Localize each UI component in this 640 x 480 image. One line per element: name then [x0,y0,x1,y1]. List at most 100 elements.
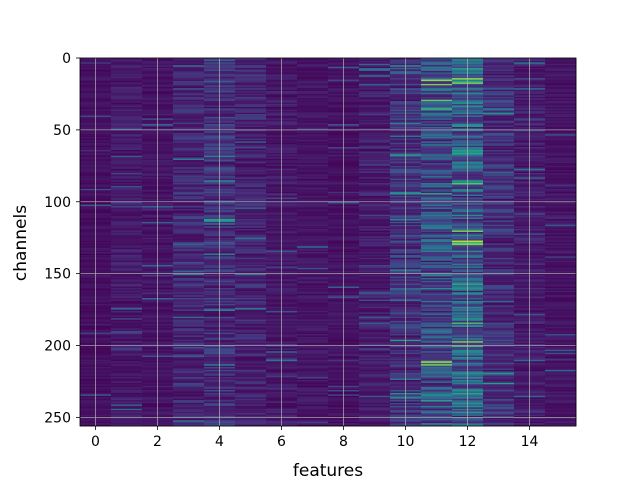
heatmap-cell [173,375,205,378]
heatmap-cell [297,246,329,249]
heatmap-cell [297,116,329,119]
heatmap-cell [173,116,205,119]
heatmap-cell [111,260,143,263]
heatmap-cell [421,155,453,158]
heatmap-cell [483,180,515,182]
heatmap-cell [111,295,143,297]
heatmap-cell [359,60,391,63]
heatmap-cell [483,141,515,144]
heatmap-cell [173,201,205,204]
heatmap-cell [111,354,143,356]
heatmap-cell [545,361,577,364]
heatmap-cell [359,417,391,420]
heatmap-cell [545,424,577,427]
heatmap-cell [235,204,267,207]
heatmap-cell [421,63,453,66]
heatmap-cell [545,276,577,279]
heatmap-cell [483,112,515,115]
heatmap-cell [359,408,391,411]
heatmap-cell [359,223,391,226]
heatmap-cell [111,387,143,389]
heatmap-cell [359,197,391,200]
heatmap-cell [111,414,143,417]
heatmap-cell [235,312,267,315]
heatmap-cell [545,237,577,240]
heatmap-cell [173,240,205,243]
heatmap-cell [111,403,143,405]
heatmap-cell [545,141,577,144]
heatmap-cell [235,348,267,351]
heatmap-cell [545,362,577,365]
heatmap-cell [173,233,205,236]
heatmap-cell [359,420,391,422]
heatmap-cell [545,312,577,315]
heatmap-cell [421,128,453,131]
heatmap-cell [297,392,329,395]
heatmap-cell [421,254,453,257]
heatmap-cell [297,214,329,217]
heatmap-cell [297,60,329,63]
heatmap-cell [111,242,143,244]
heatmap-cell [421,342,453,345]
heatmap-cell [483,408,515,411]
heatmap-cell [421,224,453,227]
heatmap-cell [173,59,205,62]
heatmap-cell [235,377,267,379]
heatmap-cell [235,334,267,336]
heatmap-cell [173,407,205,410]
heatmap-cell [297,300,329,303]
heatmap-cell [545,329,577,332]
heatmap-cell [235,256,267,259]
heatmap-cell [111,303,143,306]
heatmap-cell [545,227,577,230]
heatmap-cell [111,157,143,159]
heatmap-cell [483,374,515,376]
heatmap-cell [111,173,143,175]
heatmap-cell [483,116,515,119]
heatmap-cell [545,230,577,233]
heatmap-cell [483,243,515,246]
heatmap-cell [359,298,391,300]
heatmap-cell [545,279,577,282]
heatmap-cell [483,219,515,221]
heatmap-cell [111,148,143,151]
heatmap-cell [359,243,391,246]
heatmap-cell [173,58,205,60]
heatmap-cell [483,338,515,341]
heatmap-cell [359,118,391,121]
heatmap-cell [111,289,143,292]
heatmap-cell [111,60,143,63]
heatmap-cell [235,309,267,312]
heatmap-cell [297,334,329,336]
heatmap-cell [173,293,205,296]
heatmap-cell [421,105,453,108]
heatmap-cell [297,276,329,279]
heatmap-cell [297,197,329,200]
heatmap-cell [297,313,329,316]
heatmap-cell [235,66,267,69]
heatmap-cell [483,208,515,211]
heatmap-cell [111,181,143,184]
heatmap-cell [421,196,453,198]
heatmap-cell [545,286,577,289]
heatmap-cell [483,415,515,418]
heatmap-cell [173,288,205,290]
heatmap-cell [545,249,577,251]
heatmap-cell [359,104,391,106]
heatmap-cell [545,270,577,273]
heatmap-cell [421,216,453,218]
heatmap-cell [359,316,391,319]
heatmap-cell [359,207,391,210]
heatmap-cell [111,351,143,353]
heatmap-cell [235,388,267,391]
heatmap-cell [111,134,143,136]
heatmap-cell [235,364,267,366]
heatmap-cell [359,216,391,218]
heatmap-cell [359,79,391,82]
heatmap-cell [173,111,205,113]
heatmap-cell [235,230,267,233]
heatmap-cell [483,381,515,384]
heatmap-cell [111,334,143,336]
heatmap-cell [421,79,453,82]
heatmap-cell [359,323,391,326]
